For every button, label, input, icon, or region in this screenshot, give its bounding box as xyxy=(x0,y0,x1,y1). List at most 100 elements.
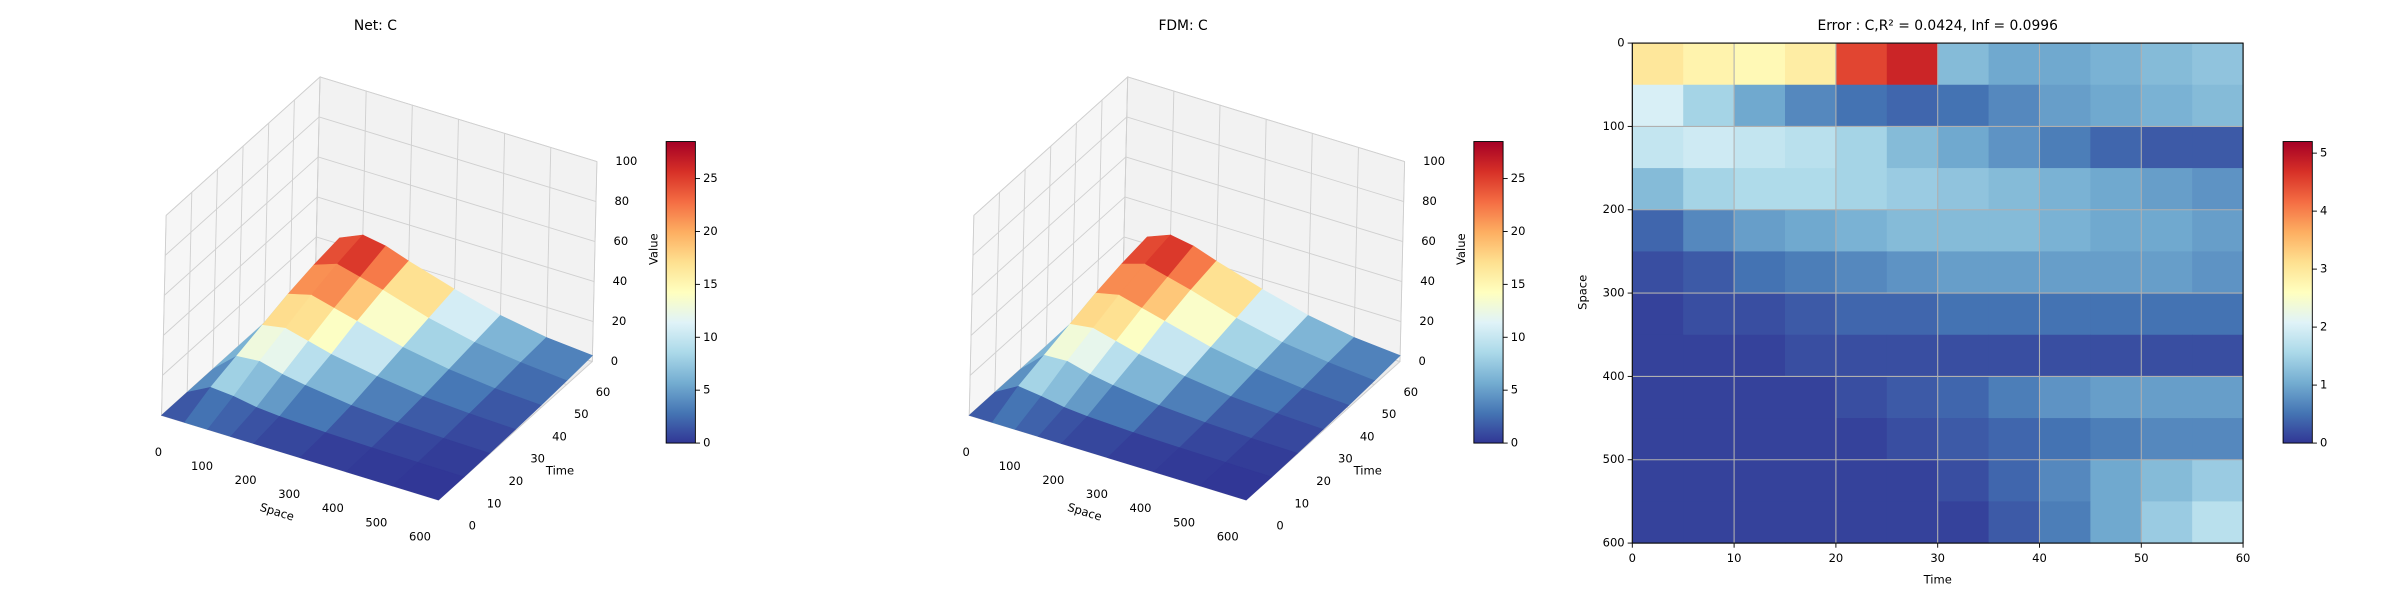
grid-line xyxy=(1125,156,1403,242)
colorbar-tick-label: 25 xyxy=(703,171,718,185)
x-tick-label: 100 xyxy=(999,459,1021,473)
grid-line xyxy=(1124,196,1402,282)
grid-line xyxy=(314,76,321,277)
heatmap-cell xyxy=(1835,209,1888,252)
heatmap-cell xyxy=(1632,418,1684,461)
heatmap-cell xyxy=(1988,376,2040,419)
z-tick-label: 40 xyxy=(1420,274,1435,288)
heatmap-cell xyxy=(1937,209,1990,252)
grid-line xyxy=(162,236,317,376)
heatmap-cell xyxy=(1988,126,2040,169)
colorbar-tick-label: 0 xyxy=(2320,436,2327,450)
heatmap-cell xyxy=(2141,418,2193,461)
heatmap-cell xyxy=(1988,459,2040,502)
heatmap-cell xyxy=(1937,459,1990,502)
grid-line xyxy=(1096,99,1103,301)
chart-title: FDM: C xyxy=(1158,18,1207,34)
y-tick-label: 50 xyxy=(1382,407,1397,421)
heatmap-cell xyxy=(1683,209,1735,252)
heatmap-cell xyxy=(1886,251,1939,294)
heatmap-cell xyxy=(1835,168,1888,211)
colorbar xyxy=(2282,141,2313,444)
heatmap-cell xyxy=(1835,501,1888,544)
heatmap-cell xyxy=(1886,459,1939,502)
x-tick-label: 300 xyxy=(1086,487,1108,501)
y-tick-label: 60 xyxy=(596,385,611,399)
heatmap-cell xyxy=(1988,84,2040,127)
heatmap-cell xyxy=(1683,293,1735,336)
colorbar-tick-label: 15 xyxy=(703,277,718,291)
heatmap-cell xyxy=(2141,209,2193,252)
heatmap-cell xyxy=(1632,84,1684,127)
z-tick-label: 20 xyxy=(1419,314,1434,328)
y-tick-label: 10 xyxy=(1294,496,1309,510)
heatmap-cell xyxy=(1785,168,1837,211)
y-tick-label: 30 xyxy=(530,452,545,466)
heatmap-cell xyxy=(2192,84,2244,127)
x-tick-label: 400 xyxy=(1130,501,1152,515)
heatmap-cell xyxy=(2192,251,2244,294)
heatmap-cell xyxy=(1785,43,1837,86)
grid-line xyxy=(318,116,597,202)
colorbar-tick-label: 20 xyxy=(703,224,718,238)
grid-line xyxy=(1045,146,1052,347)
heatmap-cell xyxy=(1886,84,1939,127)
y-tick-label: 60 xyxy=(1403,385,1418,399)
heatmap-cell xyxy=(2192,43,2244,86)
heatmap-cell xyxy=(2090,334,2142,377)
z-tick-label: 80 xyxy=(1422,194,1437,208)
x-tick-label: 500 xyxy=(1173,515,1195,529)
heatmap-cell xyxy=(2192,459,2244,502)
colorbar-tick-label: 25 xyxy=(1511,171,1526,185)
heatmap-cell xyxy=(2192,501,2244,544)
z-tick-label: 0 xyxy=(611,354,618,368)
heatmap-cell xyxy=(1632,126,1684,169)
grid-line xyxy=(1071,123,1077,324)
grid-line xyxy=(164,116,320,256)
heatmap-cell xyxy=(2039,43,2091,86)
heatmap-cell xyxy=(2039,418,2091,461)
heatmap-cell xyxy=(1785,459,1837,502)
colorbar-tick-label: 15 xyxy=(1511,277,1526,291)
heatmap-cell xyxy=(2039,209,2091,252)
heatmap-cell xyxy=(2039,126,2091,169)
y-tick-label: 50 xyxy=(574,407,589,421)
heatmap-cell xyxy=(2192,376,2244,419)
grid-line xyxy=(289,99,295,301)
y-tick-label: 500 xyxy=(1603,452,1625,466)
z-tick-label: 100 xyxy=(615,154,637,168)
z-tick-label: 20 xyxy=(612,314,627,328)
heatmap-cell xyxy=(2039,293,2091,336)
colorbar-tick-label: 0 xyxy=(703,436,710,450)
grid-line xyxy=(1122,76,1129,277)
heatmap-cell xyxy=(2090,501,2142,544)
heatmap-cell xyxy=(2090,459,2142,502)
y-tick-label: 30 xyxy=(1338,452,1353,466)
z-axis-label: Value xyxy=(646,233,660,265)
heatmap-cell xyxy=(2141,293,2193,336)
heatmap-cell xyxy=(1632,459,1684,502)
heatmap-cell xyxy=(1734,168,1786,211)
heatmap-cell xyxy=(1886,376,1939,419)
heatmap-cell xyxy=(1835,43,1888,86)
heatmap-cell xyxy=(1937,293,1990,336)
heatmap-cell xyxy=(1734,43,1786,86)
heatmap-cell xyxy=(1886,293,1939,336)
x-tick-label: 200 xyxy=(235,473,257,487)
heatmap-cell xyxy=(1683,251,1735,294)
heatmap-cell xyxy=(1734,126,1786,169)
heatmap-cell xyxy=(1785,209,1837,252)
z-axis-label: Value xyxy=(1454,233,1468,265)
heatmap-cell xyxy=(2141,168,2193,211)
heatmap-cell xyxy=(1683,168,1735,211)
colorbar xyxy=(1473,141,1504,444)
x-tick-label: 600 xyxy=(409,529,431,543)
heatmap-cell xyxy=(1632,209,1684,252)
heatmap-cell xyxy=(2039,459,2091,502)
heatmap-cell xyxy=(2039,334,2091,377)
heatmap-cell xyxy=(2090,418,2142,461)
heatmap-cell xyxy=(2039,501,2091,544)
heatmap-cell xyxy=(1835,293,1888,336)
y-tick-label: 40 xyxy=(552,429,567,443)
